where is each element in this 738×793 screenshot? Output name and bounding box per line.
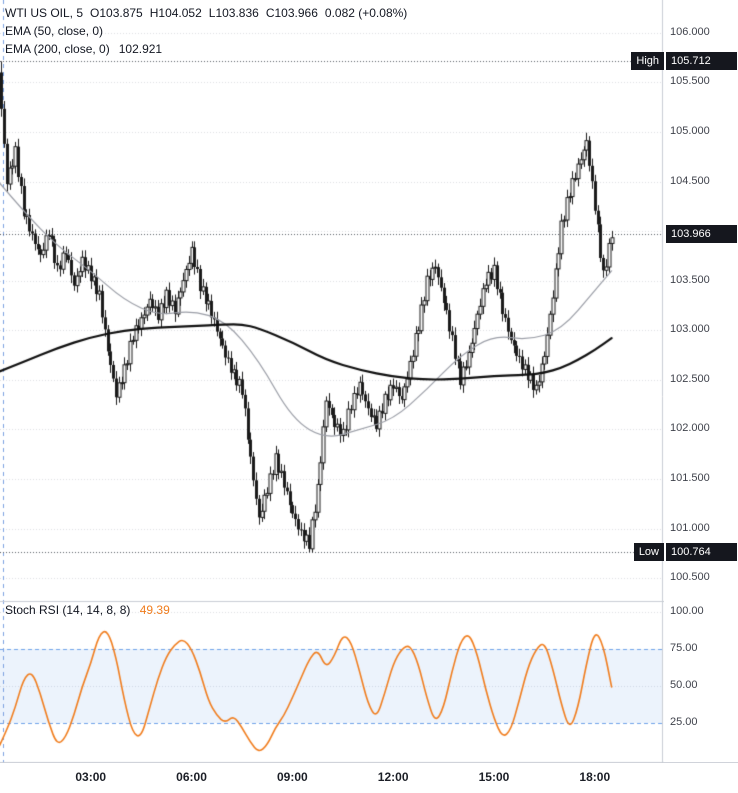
stoch-rsi-label: Stoch RSI (14, 14, 8, 8) [5,603,131,617]
symbol-row[interactable]: WTI US OIL, 5 O103.875 H104.052 L103.836… [5,4,407,22]
time-axis[interactable]: 03:00 06:00 09:00 12:00 15:00 18:00 [0,763,738,793]
time-tick-label: 03:00 [75,770,107,784]
price-tick-label: 102.000 [670,422,710,435]
low-badge-label: Low [633,542,664,561]
stoch-tick-label: 50.00 [670,679,698,691]
symbol-title[interactable]: WTI US OIL, 5 [5,6,84,20]
price-tick-label: 104.500 [670,174,710,187]
price-tick-label: 100.500 [670,571,710,584]
price-tick-label: 101.000 [670,521,710,534]
ohlc-open: O103.875 [90,6,143,20]
ohlc-high: H104.052 [149,6,202,20]
price-tick-label: 105.000 [670,124,710,137]
price-axis[interactable]: 106.000 105.500 105.000 104.500 103.500 103.0… [664,0,738,762]
price-tick-label: 103.000 [670,323,710,336]
last-price-badge: 103.966 [666,225,737,244]
last-badge-value: 103.966 [666,225,737,244]
low-price-badge: Low 100.764 [633,542,737,561]
symbol-legend: WTI US OIL, 5 O103.875 H104.052 L103.836… [5,4,407,58]
time-tick-label: 18:00 [579,770,611,784]
price-tick-label: 101.500 [670,472,710,484]
stoch-rsi-value: 49.39 [139,603,170,617]
high-badge-value: 105.712 [666,52,737,71]
time-tick-label: 09:00 [276,770,308,784]
stoch-rsi-legend[interactable]: Stoch RSI (14, 14, 8, 8) 49.39 [5,603,170,617]
price-tick-label: 103.500 [670,273,710,286]
indicator-ema50-row[interactable]: EMA (50, close, 0) [5,22,407,40]
price-tick-label: 106.000 [670,25,710,38]
stoch-tick-label: 100.00 [670,605,704,617]
low-badge-value: 100.764 [666,542,737,561]
price-tick-label: 102.500 [670,372,710,385]
ohlc-low: L103.836 [208,6,259,20]
indicator-ema50-label: EMA (50, close, 0) [5,24,104,38]
indicator-ema200-label: EMA (200, close, 0) [5,42,110,56]
price-change: 0.082 (+0.08%) [324,6,408,20]
high-badge-label: High [631,52,664,71]
indicator-ema200-value: 102.921 [118,42,163,56]
price-tick-label: 105.500 [670,75,710,88]
ohlc-close: C103.966 [265,6,318,20]
time-tick-label: 12:00 [377,770,409,784]
high-price-badge: High 105.712 [631,52,737,71]
stoch-tick-label: 75.00 [670,642,698,654]
time-tick-label: 15:00 [478,770,510,784]
stoch-tick-label: 25.00 [670,716,698,728]
indicator-ema200-row[interactable]: EMA (200, close, 0) 102.921 [5,40,407,58]
time-tick-label: 06:00 [176,770,207,784]
